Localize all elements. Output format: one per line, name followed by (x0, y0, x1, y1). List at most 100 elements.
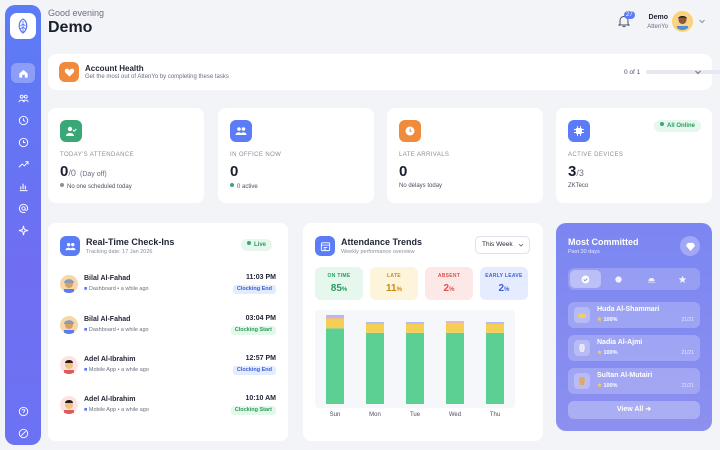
rank-fraction: 21/21 (681, 383, 694, 389)
trends-panel: Attendance Trends Weekly performance ove… (303, 223, 543, 441)
checkin-row[interactable]: Bilal Al-Fahad ■ Dashboard • a while ago… (60, 273, 276, 301)
stat-sub: ZKTeco (568, 183, 589, 189)
nav-settings[interactable] (11, 423, 35, 443)
settings-icon (18, 428, 28, 438)
bar-segment-thu-on-time (486, 332, 504, 404)
panel-title: Real-Time Check-Ins (86, 237, 175, 247)
bar-segment-thu-early-leave (486, 322, 504, 324)
health-title: Account Health (85, 64, 144, 73)
sidebar (5, 5, 41, 445)
nav-team[interactable] (11, 88, 35, 108)
bar-segment-tue-early-leave (406, 322, 424, 324)
bar-segment-sun-absent (326, 316, 344, 319)
ranking-row[interactable]: Sultan Al-Mutairi ★ 100% 21/21 (568, 368, 700, 394)
checkin-row[interactable]: Bilal Al-Fahad ■ Dashboard • a while ago… (60, 314, 276, 342)
bar-segment-wed-late (446, 323, 464, 333)
stat-label: ACTIVE DEVICES (568, 152, 624, 158)
tab-sunset[interactable] (636, 270, 667, 288)
attendance-trend-chart: Sun Mon Tue Wed Thu (315, 310, 515, 418)
chevron-down-icon[interactable] (698, 17, 706, 25)
status-badge: Clocking End (232, 285, 276, 294)
chevron-down-icon[interactable] (694, 68, 702, 76)
view-all-button[interactable]: View All ➜ (568, 401, 700, 419)
bar-segment-wed-early-leave (446, 321, 464, 323)
stat-sub: No delays today (399, 183, 443, 189)
rank-fraction: 21/21 (681, 350, 694, 356)
chip-icon (568, 120, 590, 142)
nav-trend[interactable] (11, 154, 35, 174)
checkin-row[interactable]: Adel Al-Ibrahim ■ Mobile App • a while a… (60, 354, 276, 382)
nav-history[interactable] (11, 132, 35, 152)
checkins-panel: Real-Time Check-Ins Tracking date: 17 Ja… (48, 223, 288, 441)
metric-absent: ABSENT 2% (425, 267, 473, 300)
panel-title: Most Committed (568, 237, 639, 247)
bar-segment-mon-late (366, 323, 384, 333)
stat-label: IN OFFICE NOW (230, 152, 282, 158)
bar-segment-thu-absent (486, 323, 504, 324)
nav-mentions[interactable] (11, 198, 35, 218)
nav-clock[interactable] (11, 110, 35, 130)
rank-percent: ★ 100% (597, 350, 618, 356)
checkin-time: 12:57 PM (245, 355, 276, 362)
stat-sub: 0 active (230, 183, 258, 190)
employee-name: Adel Al-Ibrahim (84, 396, 136, 403)
help-icon (18, 406, 28, 416)
checkin-meta: ■ Dashboard • a while ago (84, 286, 149, 292)
ranking-row[interactable]: Huda Al-Shammari ★ 100% 21/21 (568, 302, 700, 328)
sparkle-icon (18, 225, 28, 235)
user-avatar[interactable] (672, 11, 693, 32)
tab-sun[interactable] (603, 270, 634, 288)
stat-card-attendance[interactable]: TODAY'S ATTENDANCE 0/0 (Day off) No one … (48, 108, 204, 203)
employee-name: Huda Al-Shammari (597, 306, 660, 313)
employee-name: Bilal Al-Fahad (84, 275, 131, 282)
x-tick-label: Wed (449, 412, 461, 418)
nav-help[interactable] (11, 401, 35, 421)
health-heart-icon (59, 62, 79, 82)
app-logo[interactable] (10, 13, 36, 39)
metric-early-leave: EARLY LEAVE 2% (480, 267, 528, 300)
stat-label: LATE ARRIVALS (399, 152, 450, 158)
period-select[interactable]: This Week (475, 236, 530, 254)
home-icon (18, 69, 28, 78)
ranking-row[interactable]: Nadia Al-Ajmi ★ 100% 21/21 (568, 335, 700, 361)
user-avatar-icon (674, 13, 691, 30)
status-badge: Clocking Start (230, 326, 276, 335)
user-name[interactable]: Demo (648, 14, 668, 21)
stat-value: 0/0 (Day off) (60, 163, 107, 180)
stat-card-in-office[interactable]: IN OFFICE NOW 0 0 active (218, 108, 374, 203)
checkin-meta: ■ Mobile App • a while ago (84, 407, 149, 413)
rank-percent: ★ 100% (597, 383, 618, 389)
leaf-logo-icon (18, 18, 28, 34)
stat-card-devices[interactable]: All Online ACTIVE DEVICES 3/3 ZKTeco (556, 108, 712, 203)
avatar (60, 396, 78, 414)
check-icon (581, 275, 590, 283)
nav-ai[interactable] (11, 220, 35, 240)
checkin-time: 10:10 AM (245, 395, 276, 402)
checkin-meta: ■ Mobile App • a while ago (84, 367, 149, 373)
bar-segment-mon-early-leave (366, 322, 384, 324)
tab-check[interactable] (570, 270, 601, 288)
nav-home[interactable] (11, 63, 35, 83)
stat-value: 0 (399, 163, 408, 180)
users-icon (60, 236, 80, 256)
silver-medal-icon (574, 340, 590, 356)
employee-name: Bilal Al-Fahad (84, 316, 131, 323)
x-tick-label: Thu (490, 412, 500, 418)
user-check-icon (60, 120, 82, 142)
account-health-banner[interactable]: Account Health Get the most out of Atten… (48, 54, 720, 90)
status-badge: Clocking End (232, 366, 276, 375)
trend-icon (18, 160, 29, 168)
stat-card-late[interactable]: LATE ARRIVALS 0 No delays today (387, 108, 543, 203)
nav-reports[interactable] (11, 176, 35, 196)
tab-star[interactable] (667, 270, 698, 288)
clock-icon (399, 120, 421, 142)
checkin-row[interactable]: Adel Al-Ibrahim ■ Mobile App • a while a… (60, 394, 276, 422)
live-pill: Live (241, 239, 273, 251)
employee-name: Nadia Al-Ajmi (597, 339, 643, 346)
committed-tabs (568, 268, 700, 290)
most-committed-panel: Most Committed Past 30 days Huda Al-Sham… (556, 223, 712, 431)
sun-icon (615, 275, 622, 283)
clock-icon (18, 115, 28, 125)
health-progress-text: 0 of 1 (624, 69, 641, 76)
bar-segment-sun-on-time (326, 328, 344, 404)
